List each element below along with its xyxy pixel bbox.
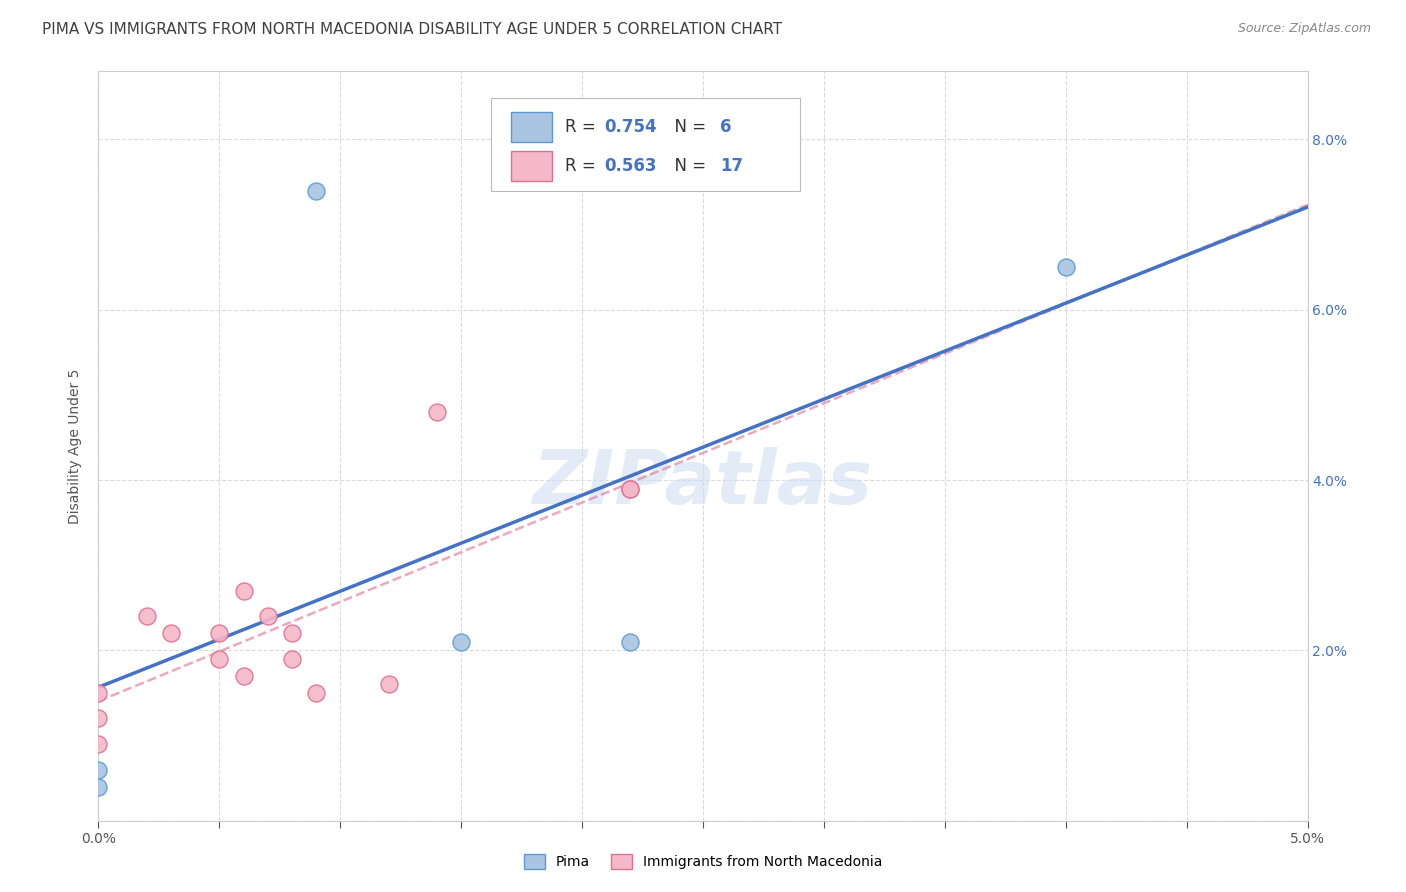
Text: 0.754: 0.754: [603, 118, 657, 136]
Text: 6: 6: [720, 118, 731, 136]
Text: 17: 17: [720, 157, 742, 175]
Point: [305, 686, 328, 700]
Point: [450, 635, 472, 649]
Point: [426, 405, 449, 419]
Point: [135, 609, 157, 624]
Point: [160, 626, 183, 640]
Point: [256, 609, 278, 624]
Text: N =: N =: [664, 118, 711, 136]
Point: [281, 652, 304, 666]
Y-axis label: Disability Age Under 5: Disability Age Under 5: [69, 368, 83, 524]
Text: R =: R =: [565, 118, 602, 136]
Point: [1054, 260, 1077, 275]
Point: [87, 737, 110, 751]
Text: N =: N =: [664, 157, 711, 175]
Point: [87, 686, 110, 700]
Text: ZIPatlas: ZIPatlas: [533, 447, 873, 520]
Point: [619, 482, 641, 496]
FancyBboxPatch shape: [510, 112, 551, 142]
Legend: Pima, Immigrants from North Macedonia: Pima, Immigrants from North Macedonia: [517, 847, 889, 876]
Point: [208, 626, 231, 640]
FancyBboxPatch shape: [510, 151, 551, 181]
Text: 0.563: 0.563: [603, 157, 657, 175]
Point: [619, 482, 641, 496]
Point: [281, 626, 304, 640]
Point: [208, 652, 231, 666]
Text: PIMA VS IMMIGRANTS FROM NORTH MACEDONIA DISABILITY AGE UNDER 5 CORRELATION CHART: PIMA VS IMMIGRANTS FROM NORTH MACEDONIA …: [42, 22, 782, 37]
Point: [377, 677, 399, 691]
Point: [232, 669, 254, 683]
Text: R =: R =: [565, 157, 602, 175]
FancyBboxPatch shape: [492, 97, 800, 191]
Text: Source: ZipAtlas.com: Source: ZipAtlas.com: [1237, 22, 1371, 36]
Point: [87, 711, 110, 725]
Point: [87, 780, 110, 794]
Point: [87, 763, 110, 777]
Point: [619, 635, 641, 649]
Point: [305, 184, 328, 198]
Point: [232, 583, 254, 598]
